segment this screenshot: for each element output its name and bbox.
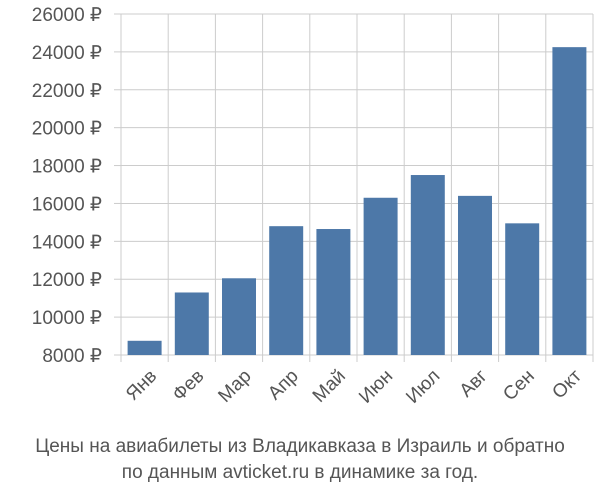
- bar-9: [505, 223, 540, 355]
- x-tick-label: Июл: [402, 366, 444, 408]
- y-tick-label: 20000 ₽: [32, 119, 102, 140]
- y-tick-label: 10000 ₽: [32, 308, 102, 329]
- y-tick-label: 16000 ₽: [32, 194, 102, 215]
- chart-caption-line-1: Цены на авиабилеты из Владикавказа в Изр…: [35, 436, 565, 457]
- chart-caption-line-2: по данным avticket.ru в динамике за год.: [121, 462, 479, 483]
- x-tick-label: Сен: [499, 366, 538, 405]
- bar-3: [222, 278, 256, 355]
- x-tick-label: Май: [309, 366, 350, 407]
- x-tick-label: Янв: [122, 366, 161, 405]
- bar-7: [410, 175, 445, 355]
- bar-6: [363, 197, 398, 355]
- grid-lines: [114, 13, 594, 362]
- bar-1: [127, 340, 162, 355]
- bar-8: [458, 195, 492, 355]
- y-tick-label: 26000 ₽: [32, 5, 102, 26]
- y-tick-label: 12000 ₽: [32, 270, 102, 291]
- bar-5: [316, 229, 351, 355]
- y-tick-label: 24000 ₽: [32, 43, 102, 64]
- y-tick-label: 14000 ₽: [32, 232, 102, 253]
- bar-10: [552, 47, 587, 356]
- y-tick-label: 18000 ₽: [32, 157, 102, 178]
- x-tick-label: Окт: [548, 366, 586, 404]
- x-tick-label: Июн: [355, 366, 397, 408]
- x-tick-label: Мар: [214, 366, 255, 407]
- y-axis-ticks: 8000 ₽ 10000 ₽ 12000 ₽ 14000 ₽ 16000 ₽ 18000 …: [32, 5, 102, 367]
- bars: [127, 47, 587, 356]
- y-tick-label: 8000 ₽: [42, 346, 102, 367]
- x-tick-label: Фев: [169, 366, 209, 406]
- x-tick-label: Авг: [456, 366, 492, 402]
- x-tick-label: Апр: [264, 366, 303, 405]
- bar-4: [269, 226, 304, 355]
- bar-chart: 8000 ₽ 10000 ₽ 12000 ₽ 14000 ₽ 16000 ₽ 18000 …: [32, 5, 594, 408]
- x-axis-ticks: Янв Фев Мар Апр Май Июн Июл Авг Сен Окт: [122, 366, 586, 408]
- bar-2: [174, 292, 209, 355]
- y-tick-label: 22000 ₽: [32, 81, 102, 102]
